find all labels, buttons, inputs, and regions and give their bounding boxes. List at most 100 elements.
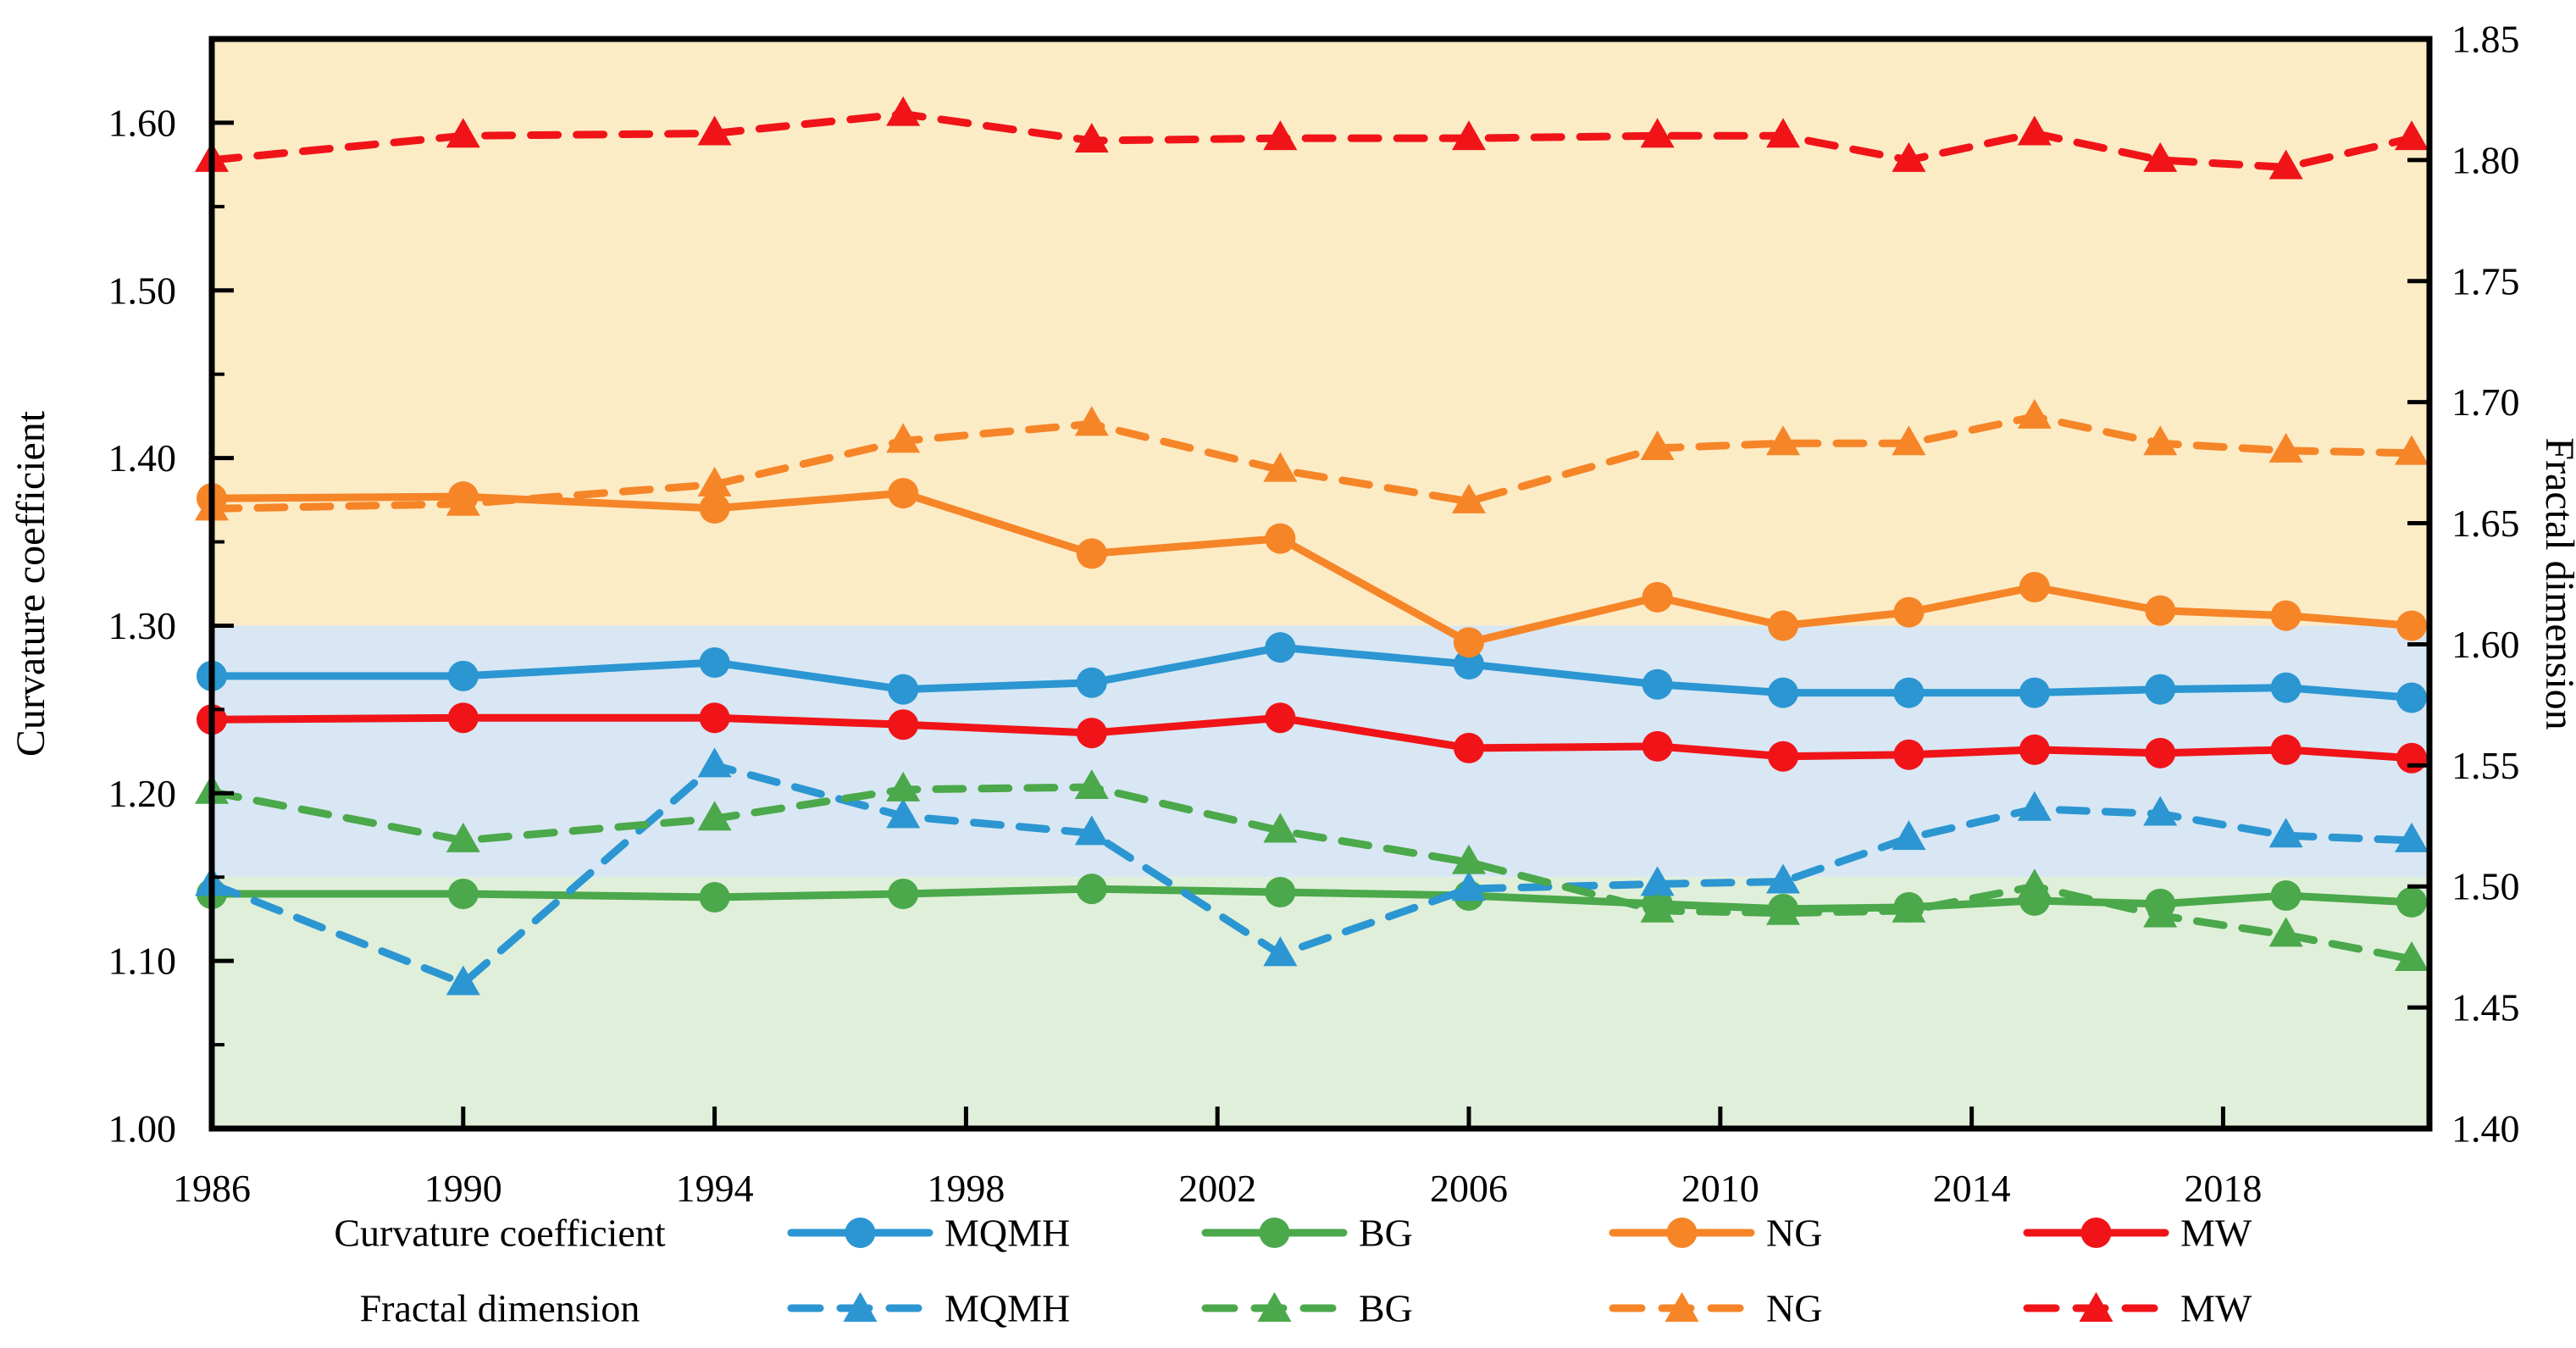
legend-item-bg-curvature: BG bbox=[1201, 1212, 1413, 1255]
data-point-triangle bbox=[2395, 940, 2429, 971]
data-point-triangle bbox=[1074, 123, 1109, 153]
data-point-circle bbox=[888, 709, 919, 741]
tick-labels: 1.00 1.10 1.20 1.30 1.40 1.50 1.60 1.40 1.45 1.50… bbox=[108, 18, 2520, 1211]
right-axis-title: Fractal dimension bbox=[2537, 437, 2576, 729]
right-tick-label: 1.50 bbox=[2451, 865, 2520, 908]
data-point-circle bbox=[1893, 596, 1925, 628]
data-point-circle bbox=[699, 702, 730, 734]
data-point-circle bbox=[1265, 877, 1296, 908]
data-point-circle bbox=[2270, 672, 2302, 703]
data-point-circle bbox=[2396, 742, 2427, 774]
legend-item-label: MQMH bbox=[945, 1287, 1070, 1330]
legend-item-mw-fractal: MW bbox=[2023, 1287, 2252, 1330]
data-point-triangle bbox=[1640, 430, 1675, 460]
data-point-triangle bbox=[1640, 892, 1675, 923]
data-point-circle bbox=[1768, 741, 1798, 772]
data-point-triangle bbox=[2395, 435, 2429, 465]
data-point-triangle bbox=[1640, 866, 1675, 896]
data-point-triangle bbox=[446, 965, 480, 996]
series-line bbox=[208, 413, 2416, 513]
data-point-triangle bbox=[2269, 149, 2303, 180]
background-bands bbox=[212, 39, 2429, 1129]
legend-item-label: MW bbox=[2180, 1212, 2252, 1255]
x-tick-label: 2018 bbox=[2184, 1167, 2262, 1210]
series-mqmh-fractal bbox=[195, 747, 2429, 996]
left-tick-label: 1.00 bbox=[108, 1107, 177, 1151]
data-point-triangle bbox=[1263, 936, 1298, 967]
data-point-circle bbox=[699, 646, 730, 678]
series-ng-fractal bbox=[195, 398, 2429, 521]
data-point-triangle bbox=[1452, 844, 1486, 874]
legend-item-label: MQMH bbox=[945, 1212, 1070, 1255]
legend-row-2: Fractal dimension MQMH BG NG MW bbox=[360, 1287, 2252, 1330]
x-tick-label: 2006 bbox=[1430, 1167, 1508, 1210]
data-point-circle bbox=[1454, 627, 1484, 658]
data-point-triangle bbox=[1452, 120, 1486, 151]
band-upper-band bbox=[212, 39, 2429, 626]
data-point-triangle bbox=[446, 485, 480, 516]
data-point-triangle bbox=[697, 466, 732, 496]
data-point-circle bbox=[2270, 879, 2302, 911]
series-bg-fractal bbox=[195, 769, 2429, 971]
data-point-circle bbox=[1642, 730, 1673, 762]
right-tick-label: 1.85 bbox=[2451, 18, 2520, 61]
left-tick-label: 1.50 bbox=[108, 269, 177, 312]
series-line bbox=[208, 643, 2416, 702]
data-point-triangle bbox=[1452, 871, 1486, 901]
data-point-triangle bbox=[1074, 815, 1109, 846]
series-line bbox=[208, 783, 2416, 963]
data-point-triangle bbox=[1892, 141, 1926, 172]
legend-item-mqmh-fractal: MQMH bbox=[787, 1287, 1070, 1330]
data-point-circle bbox=[2019, 677, 2050, 708]
data-point-triangle bbox=[697, 747, 732, 778]
x-tick-label: 1990 bbox=[424, 1167, 502, 1210]
data-point-circle bbox=[2270, 734, 2302, 765]
legend-triangle-marker bbox=[843, 1292, 878, 1322]
plot-border bbox=[208, 36, 2433, 1132]
data-point-triangle bbox=[1766, 425, 1800, 456]
data-point-triangle bbox=[446, 822, 480, 852]
data-point-triangle bbox=[1263, 120, 1298, 151]
data-point-circle bbox=[2396, 610, 2427, 641]
data-point-triangle bbox=[1766, 895, 1800, 925]
data-point-triangle bbox=[1452, 483, 1486, 513]
data-point-triangle bbox=[2269, 432, 2303, 463]
data-point-circle bbox=[699, 492, 730, 524]
left-tick-label: 1.60 bbox=[108, 101, 177, 144]
legend-triangle-marker bbox=[1257, 1292, 1292, 1322]
legend-item-ng-fractal: NG bbox=[1609, 1287, 1822, 1330]
data-point-circle bbox=[2270, 600, 2302, 631]
data-point-triangle bbox=[1766, 118, 1800, 148]
data-point-triangle bbox=[446, 118, 480, 148]
data-point-circle bbox=[1642, 581, 1673, 613]
data-point-triangle bbox=[2017, 115, 2052, 146]
right-tick-label: 1.45 bbox=[2451, 986, 2520, 1029]
legend-item-label: BG bbox=[1359, 1212, 1413, 1255]
data-point-circle bbox=[699, 881, 730, 913]
data-point-circle bbox=[1265, 523, 1296, 554]
legend-triangle-marker bbox=[2079, 1292, 2113, 1322]
data-point-triangle bbox=[886, 771, 921, 802]
data-point-triangle bbox=[886, 798, 921, 829]
data-point-triangle bbox=[1263, 452, 1298, 482]
data-point-triangle bbox=[2269, 917, 2303, 947]
data-point-circle bbox=[447, 702, 479, 734]
data-point-circle bbox=[2145, 737, 2176, 768]
x-tick-label: 1998 bbox=[927, 1167, 1005, 1210]
legend-circle-marker bbox=[2080, 1218, 2112, 1248]
x-tick-label: 1994 bbox=[676, 1167, 754, 1210]
data-point-triangle bbox=[2143, 425, 2178, 456]
series-line bbox=[208, 489, 2416, 646]
right-tick-label: 1.60 bbox=[2451, 623, 2520, 666]
data-point-triangle bbox=[2143, 796, 2178, 826]
data-point-triangle bbox=[1766, 863, 1800, 894]
band-lower-band bbox=[212, 877, 2429, 1129]
data-point-circle bbox=[1454, 648, 1484, 680]
data-point-circle bbox=[1454, 732, 1484, 763]
right-tick-label: 1.70 bbox=[2451, 380, 2520, 424]
data-point-triangle bbox=[2017, 398, 2052, 429]
axes bbox=[208, 36, 2433, 1132]
data-point-triangle bbox=[2017, 790, 2052, 821]
series-line bbox=[208, 713, 2416, 763]
data-point-circle bbox=[2145, 674, 2176, 705]
